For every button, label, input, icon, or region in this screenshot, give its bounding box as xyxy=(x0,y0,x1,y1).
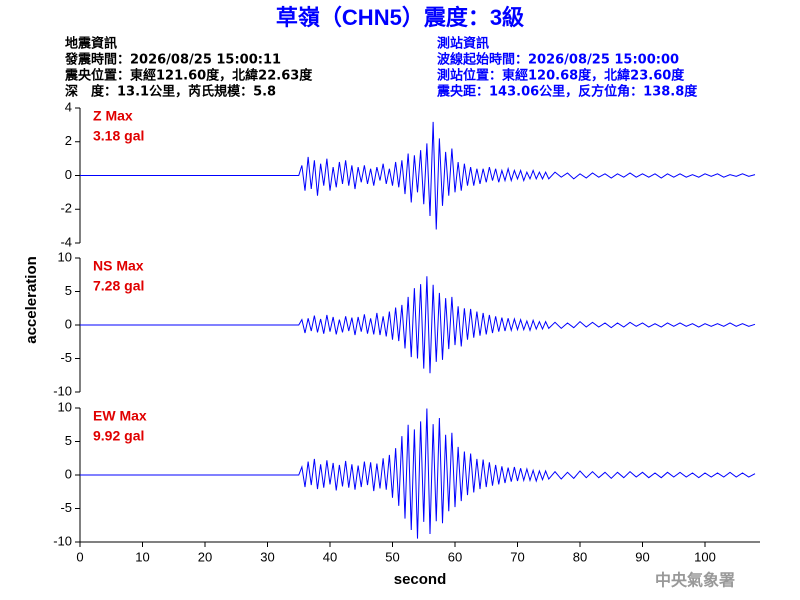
waveform xyxy=(80,121,756,230)
waveform xyxy=(80,276,756,374)
y-tick-label: 0 xyxy=(65,466,72,481)
x-tick-label: 60 xyxy=(448,549,462,564)
info-right: 測站位置：東經120.68度，北緯23.60度 xyxy=(437,68,685,84)
y-tick-label: 10 xyxy=(58,399,72,414)
y-tick-label: -5 xyxy=(60,350,72,365)
x-tick-label: 90 xyxy=(635,549,649,564)
y-axis-label: acceleration xyxy=(23,256,40,344)
info-right: 波線起始時間：2026/08/25 15:00:00 xyxy=(437,52,679,68)
x-tick-label: 100 xyxy=(694,549,716,564)
info-left: 震央位置：東經121.60度，北緯22.63度 xyxy=(64,68,313,84)
y-tick-label: -10 xyxy=(53,383,72,398)
x-tick-label: 80 xyxy=(573,549,587,564)
peak-label: 3.18 gal xyxy=(93,128,144,144)
y-tick-label: 5 xyxy=(65,433,72,448)
watermark: 中央氣象署 xyxy=(655,571,735,590)
peak-label: 9.92 gal xyxy=(93,428,144,444)
y-tick-label: -10 xyxy=(53,533,72,548)
waveform xyxy=(80,408,756,539)
x-tick-label: 50 xyxy=(385,549,399,564)
x-tick-label: 30 xyxy=(260,549,274,564)
y-tick-label: -5 xyxy=(60,500,72,515)
x-tick-label: 40 xyxy=(323,549,337,564)
x-tick-label: 0 xyxy=(76,549,83,564)
info-left: 地震資訊 xyxy=(65,36,117,52)
info-right: 測站資訊 xyxy=(437,36,489,52)
x-tick-label: 20 xyxy=(198,549,212,564)
channel-label: Z Max xyxy=(93,108,133,124)
x-tick-label: 70 xyxy=(510,549,524,564)
y-tick-label: 2 xyxy=(65,133,72,148)
y-tick-label: 4 xyxy=(65,99,72,114)
info-left: 發震時間：2026/08/25 15:00:11 xyxy=(64,52,281,68)
peak-label: 7.28 gal xyxy=(93,278,144,294)
y-tick-label: 0 xyxy=(65,316,72,331)
y-tick-label: 0 xyxy=(65,167,72,182)
info-left: 深 度：13.1公里，芮氏規模：5.8 xyxy=(65,84,276,100)
y-tick-label: -2 xyxy=(60,201,72,216)
info-right: 震央距：143.06公里，反方位角：138.8度 xyxy=(436,84,698,100)
y-tick-label: -4 xyxy=(60,234,72,249)
y-tick-label: 5 xyxy=(65,283,72,298)
channel-label: EW Max xyxy=(93,408,147,424)
x-tick-label: 10 xyxy=(135,549,149,564)
title: 草嶺（CHN5）震度：3級 xyxy=(276,5,524,30)
y-tick-label: 10 xyxy=(58,249,72,264)
x-axis-label: second xyxy=(394,571,447,588)
channel-label: NS Max xyxy=(93,258,144,274)
